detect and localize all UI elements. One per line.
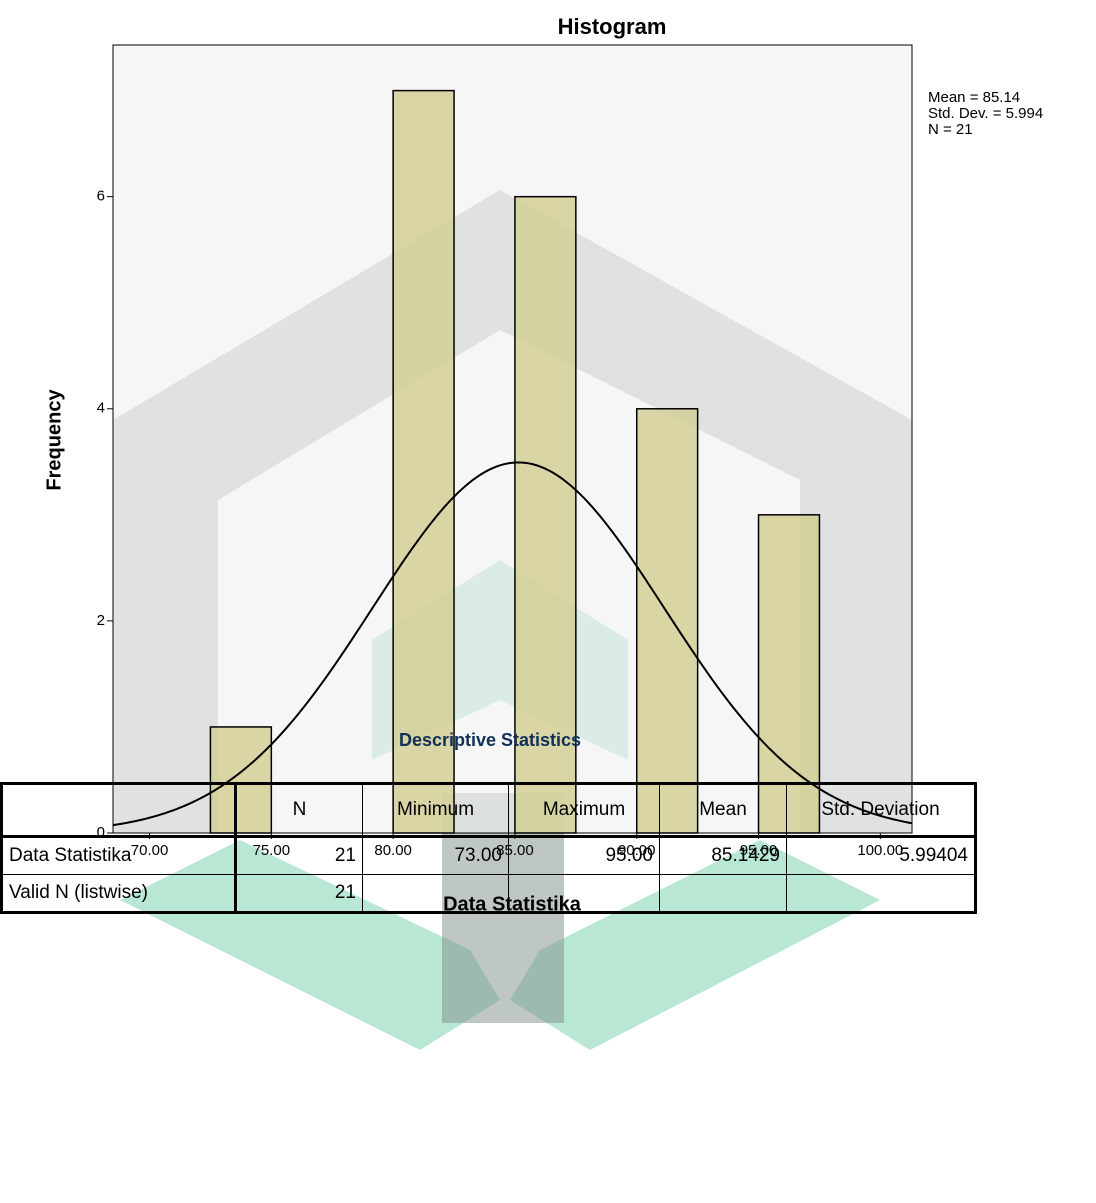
header-cell: N [235, 783, 363, 838]
header-cell: Std. Deviation [786, 783, 976, 838]
header-cell: Minimum [362, 783, 509, 838]
table-cell [362, 874, 509, 913]
y-tick-label: 6 [97, 188, 105, 205]
header-cell: Mean [659, 783, 787, 838]
table-cell: 95.00 [508, 836, 660, 875]
chart-title: Histogram [558, 14, 667, 39]
table-cell [508, 874, 660, 913]
table-title: Descriptive Statistics [398, 730, 582, 750]
stats-label: N = 21 [928, 121, 973, 138]
normal-curve [112, 461, 913, 827]
stats-label: Std. Dev. = 5.994 [928, 105, 1043, 122]
header-cell: Maximum [508, 783, 660, 838]
table-cell: 85.1429 [659, 836, 787, 875]
table-cell [659, 874, 787, 913]
header-cell [1, 783, 237, 838]
table-cell: 21 [235, 874, 363, 913]
table-row: Valid N (listwise) 21 [1, 874, 976, 913]
table-cell: 73.00 [362, 836, 509, 875]
stats-table: N Minimum Maximum Mean Std. Deviation Data St… [0, 782, 977, 914]
table-cell: 21 [235, 836, 363, 875]
table-cell: 5.99404 [786, 836, 976, 875]
stats-label: Mean = 85.14 [928, 89, 1020, 106]
table-cell: Valid N (listwise) [1, 874, 237, 913]
bar [392, 89, 455, 834]
table-cell: Data Statistika [1, 836, 237, 875]
y-tick-label: 4 [97, 400, 105, 417]
header-row: N Minimum Maximum Mean Std. Deviation [1, 783, 976, 838]
table-cell [786, 874, 976, 913]
y-tick-label: 2 [97, 612, 105, 629]
y-axis-label: Frequency [43, 389, 65, 491]
bar [635, 408, 699, 834]
plot-area [112, 44, 913, 834]
table-row: Data Statistika 21 73.00 95.00 85.1429 5.9940… [1, 836, 976, 875]
